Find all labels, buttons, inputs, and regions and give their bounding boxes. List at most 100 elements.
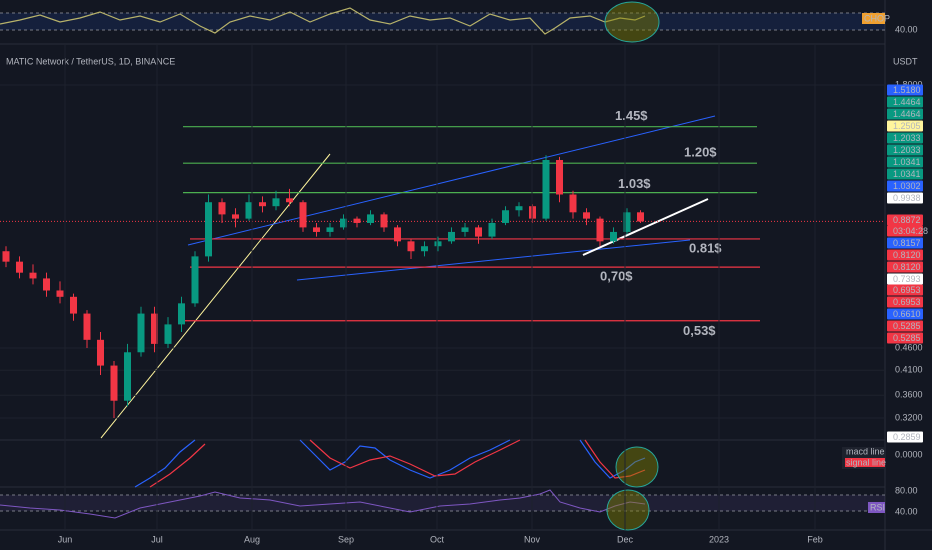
price-tick-label: 0.3200	[895, 412, 923, 422]
price-badge	[887, 308, 923, 320]
candle-body	[434, 241, 442, 247]
candle-body	[556, 159, 563, 195]
candle-body	[313, 227, 320, 232]
candle-body	[16, 261, 23, 273]
candle-body	[353, 218, 361, 223]
rsi-tick: 40.00	[895, 506, 918, 516]
price-badge	[887, 144, 923, 156]
candle-body	[110, 365, 118, 401]
price-tick-label: 0.4600	[895, 342, 923, 352]
short-trendline	[582, 198, 709, 256]
candle-body	[515, 206, 523, 211]
candle-body	[610, 231, 617, 242]
candle-body	[232, 214, 239, 219]
price-badge	[887, 214, 923, 226]
price-badge	[887, 431, 923, 443]
price-badge	[887, 284, 923, 296]
candle-body	[272, 198, 280, 207]
macd-line	[299, 439, 511, 479]
price-badge	[887, 225, 923, 237]
candle-body	[29, 272, 37, 279]
candle-body	[380, 214, 388, 228]
time-label: Sep	[338, 534, 354, 544]
candle-body	[340, 218, 347, 228]
time-label: Jul	[151, 534, 163, 544]
price-badge-label: 03:04:28	[893, 226, 928, 236]
price-badge-label: 0.8872	[893, 215, 921, 225]
price-badge-label: 1.0302	[893, 181, 921, 191]
candle-body	[83, 313, 91, 340]
price-badge-label: 1.4464	[893, 97, 921, 107]
candle-body	[637, 212, 644, 222]
candle-body	[542, 159, 550, 219]
candle-body	[394, 227, 401, 242]
level-label: 1.03$	[618, 176, 651, 191]
price-badge-label: 0.6953	[893, 297, 921, 307]
price-badge	[887, 332, 923, 344]
price-badge-label: 0.7393	[893, 274, 921, 284]
time-label: Feb	[807, 534, 823, 544]
price-badge-label: 0.6953	[893, 285, 921, 295]
chop-name: CHOP	[864, 13, 890, 23]
currency-label: USDT	[893, 56, 918, 66]
candle-body	[421, 246, 428, 252]
candle-body	[367, 214, 374, 223]
price-tick-label: 0.3600	[895, 390, 923, 400]
level-label: 0,70$	[600, 269, 633, 284]
macd-legend: macd line	[846, 446, 885, 456]
price-badge-label: 0.5285	[893, 333, 921, 343]
price-badge	[887, 296, 923, 308]
price-badge	[887, 156, 923, 168]
rsi-name: RSI	[870, 502, 885, 512]
candle-body	[137, 313, 145, 353]
price-badge	[887, 261, 923, 273]
candle-body	[97, 339, 104, 366]
highlight-circle	[604, 1, 660, 43]
chop-tick: 40.00	[895, 24, 918, 34]
chop-band	[0, 13, 885, 30]
channel-upper	[187, 115, 716, 246]
time-label: Oct	[430, 534, 445, 544]
level-label: 0,53$	[683, 323, 716, 338]
rsi-line	[0, 489, 646, 519]
price-badge	[887, 96, 923, 108]
price-badge	[887, 192, 923, 204]
price-badge-label: 0.6610	[893, 309, 921, 319]
candle-body	[56, 290, 64, 297]
candle-body	[245, 202, 253, 219]
price-badge	[887, 132, 923, 144]
candle-body	[191, 256, 199, 304]
chart-title: MATIC Network / TetherUS, 1D, BINANCE	[6, 56, 175, 66]
price-badge-label: 0.2859	[893, 432, 921, 442]
level-label: 1.45$	[615, 108, 648, 123]
price-tick-label: 0.4100	[895, 365, 923, 375]
price-badge	[887, 84, 923, 96]
highlight-circle	[615, 446, 659, 488]
candle-body	[475, 227, 482, 237]
price-badge-label: 1.2033	[893, 133, 921, 143]
candle-body	[407, 241, 415, 252]
candle-body	[164, 324, 172, 344]
price-badge	[887, 120, 923, 132]
macd-line	[134, 439, 196, 488]
price-badge	[887, 237, 923, 249]
candle-body	[502, 210, 509, 223]
candle-body	[299, 202, 307, 228]
price-badge-label: 0.5285	[893, 321, 921, 331]
candle-body	[70, 296, 77, 314]
candle-body	[178, 303, 185, 325]
candle-body	[151, 313, 158, 344]
rsi-tick: 80.00	[895, 485, 918, 495]
candle-body	[448, 231, 455, 242]
candle-body	[326, 227, 334, 232]
candle-body	[259, 202, 266, 207]
price-badge-label: 0.8120	[893, 262, 921, 272]
candle-body	[488, 222, 496, 237]
macd-legend-swatch	[845, 458, 885, 467]
time-label: Dec	[617, 534, 634, 544]
rsi-band	[0, 495, 885, 511]
price-badge-label: 1.2505	[893, 121, 921, 131]
price-badge-label: 0.8120	[893, 250, 921, 260]
signal-line	[149, 443, 206, 488]
price-badge	[887, 249, 923, 261]
